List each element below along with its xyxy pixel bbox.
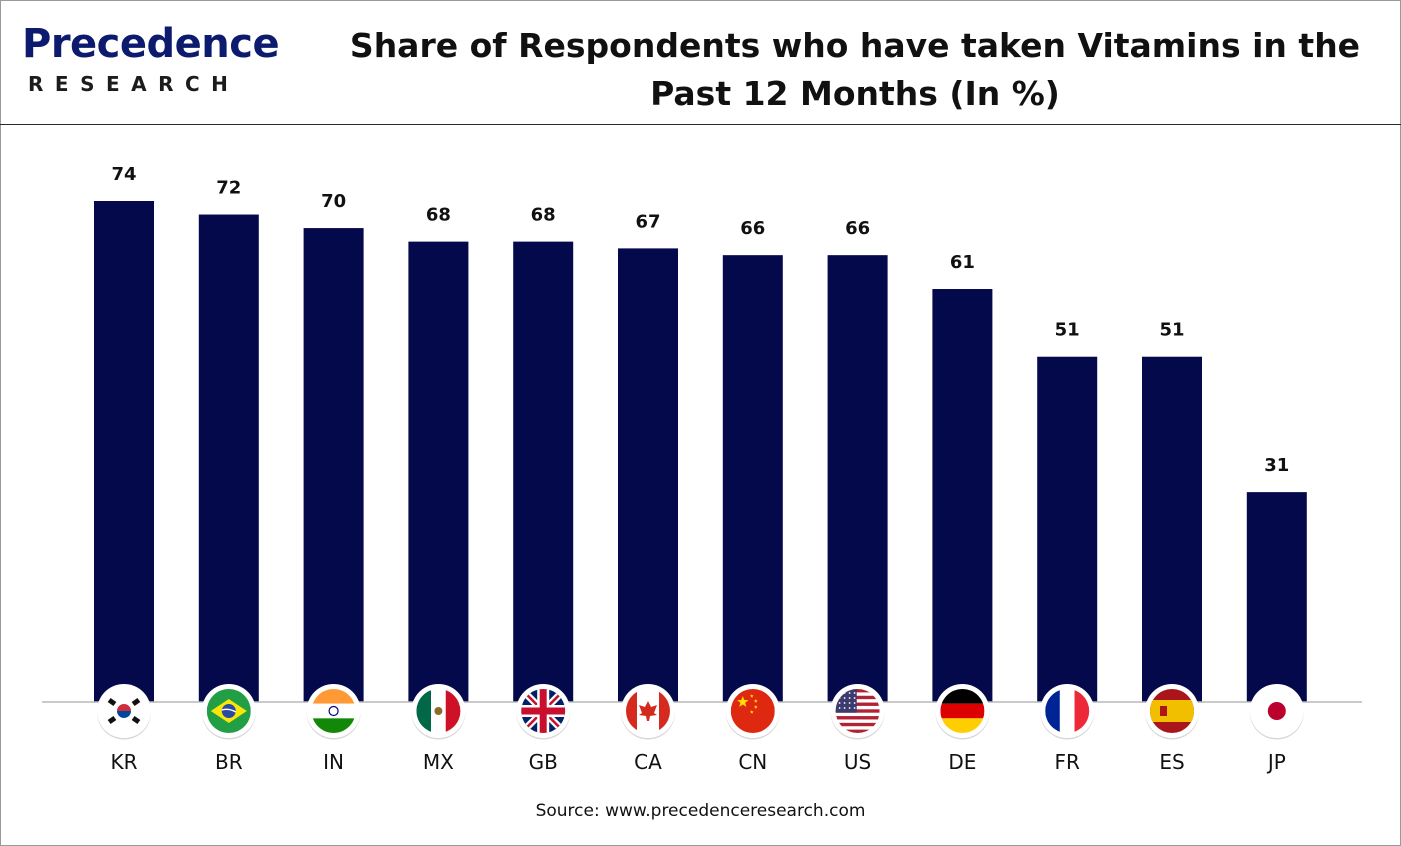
bar <box>408 241 469 702</box>
south-korea-flag-icon <box>102 689 146 733</box>
data-label: 72 <box>216 178 241 199</box>
source-note: Source: www.precedenceresearch.com <box>535 801 866 821</box>
bar-chart: 74 KR 72 BR 70 IN 68 MX 68 GB 67 CA 66 CN 66 US 61 DE 51 FR… <box>42 164 1362 774</box>
bar <box>1142 356 1202 702</box>
bar <box>303 228 364 702</box>
x-tick-label: CN <box>738 750 767 774</box>
bar <box>618 248 678 702</box>
labels-layer: 74 KR 72 BR 70 IN 68 MX 68 GB 67 CA 66 CN 66 US 61 DE 51 FR… <box>110 164 1289 774</box>
x-tick-label: US <box>844 750 871 774</box>
usa-flag-icon <box>835 689 880 733</box>
data-label: 67 <box>635 211 660 232</box>
header-divider <box>0 124 1401 125</box>
x-tick-label: BR <box>215 750 243 774</box>
bar <box>827 255 888 702</box>
data-label: 51 <box>1055 320 1080 341</box>
data-label: 61 <box>950 252 975 273</box>
chart-title: Share of Respondents who have taken Vita… <box>330 22 1380 118</box>
data-label: 66 <box>740 218 765 239</box>
mexico-flag-icon <box>416 689 461 733</box>
brand-name: Precedence <box>22 21 280 67</box>
data-label: 68 <box>531 205 556 226</box>
x-tick-label: CA <box>634 750 662 774</box>
x-tick-label: MX <box>423 750 454 774</box>
chart-title-line-2: Past 12 Months (In %) <box>650 74 1060 113</box>
data-label: 70 <box>321 191 346 212</box>
data-label: 68 <box>426 205 451 226</box>
bars-layer <box>94 201 1307 703</box>
china-flag-icon <box>730 689 775 733</box>
bar <box>513 241 574 702</box>
germany-flag-icon <box>940 689 985 733</box>
x-tick-label: DE <box>948 750 976 774</box>
japan-flag-icon <box>1254 689 1299 733</box>
data-label: 74 <box>111 164 136 185</box>
india-flag-icon <box>311 689 356 733</box>
brand-logo: Precedence RESEARCH <box>22 22 280 102</box>
x-tick-label: JP <box>1266 750 1286 774</box>
x-tick-label: GB <box>529 750 558 774</box>
uk-flag-icon <box>521 689 566 733</box>
bar <box>1246 492 1307 702</box>
flags-layer <box>97 684 1304 740</box>
chart-title-line-1: Share of Respondents who have taken Vita… <box>349 26 1361 65</box>
data-label: 66 <box>845 218 870 239</box>
data-label: 31 <box>1264 455 1289 476</box>
x-tick-label: KR <box>110 750 137 774</box>
bar <box>198 214 259 703</box>
x-tick-label: FR <box>1054 750 1080 774</box>
france-flag-icon <box>1045 689 1090 733</box>
data-label: 51 <box>1159 320 1184 341</box>
bar <box>1037 356 1098 702</box>
bar <box>932 289 993 702</box>
spain-flag-icon <box>1150 689 1194 733</box>
brand-subtitle: RESEARCH <box>28 72 240 96</box>
bar <box>94 201 154 702</box>
bar <box>722 255 783 702</box>
canada-flag-icon <box>626 689 670 733</box>
x-tick-label: ES <box>1159 750 1184 774</box>
x-tick-label: IN <box>323 750 344 774</box>
brazil-flag-icon <box>206 689 251 733</box>
